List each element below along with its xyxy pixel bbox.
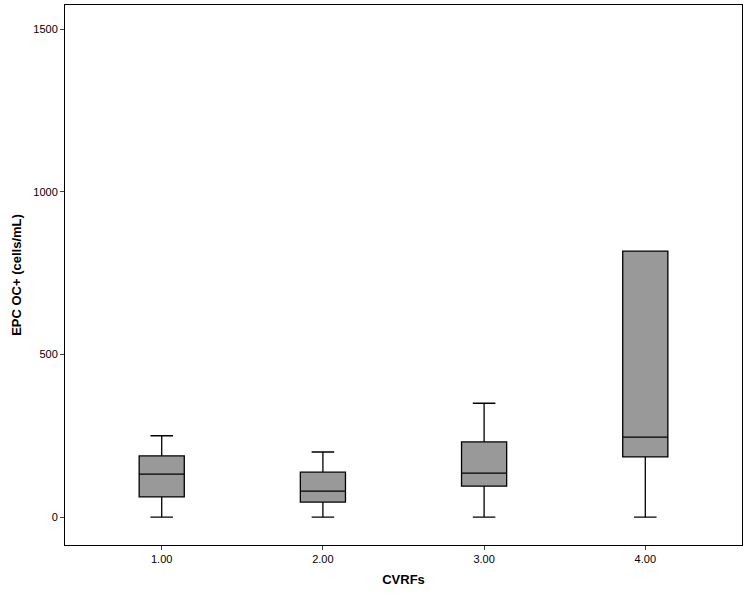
svg-text:CVRFs: CVRFs [382,572,425,587]
svg-text:2.00: 2.00 [312,553,333,565]
svg-text:1500: 1500 [33,23,57,35]
svg-text:3.00: 3.00 [473,553,494,565]
svg-text:EPC OC+ (cells/mL): EPC OC+ (cells/mL) [9,214,24,336]
svg-text:1000: 1000 [33,186,57,198]
svg-text:0: 0 [52,511,58,523]
svg-text:4.00: 4.00 [635,553,656,565]
svg-text:500: 500 [39,348,57,360]
svg-text:1.00: 1.00 [151,553,172,565]
